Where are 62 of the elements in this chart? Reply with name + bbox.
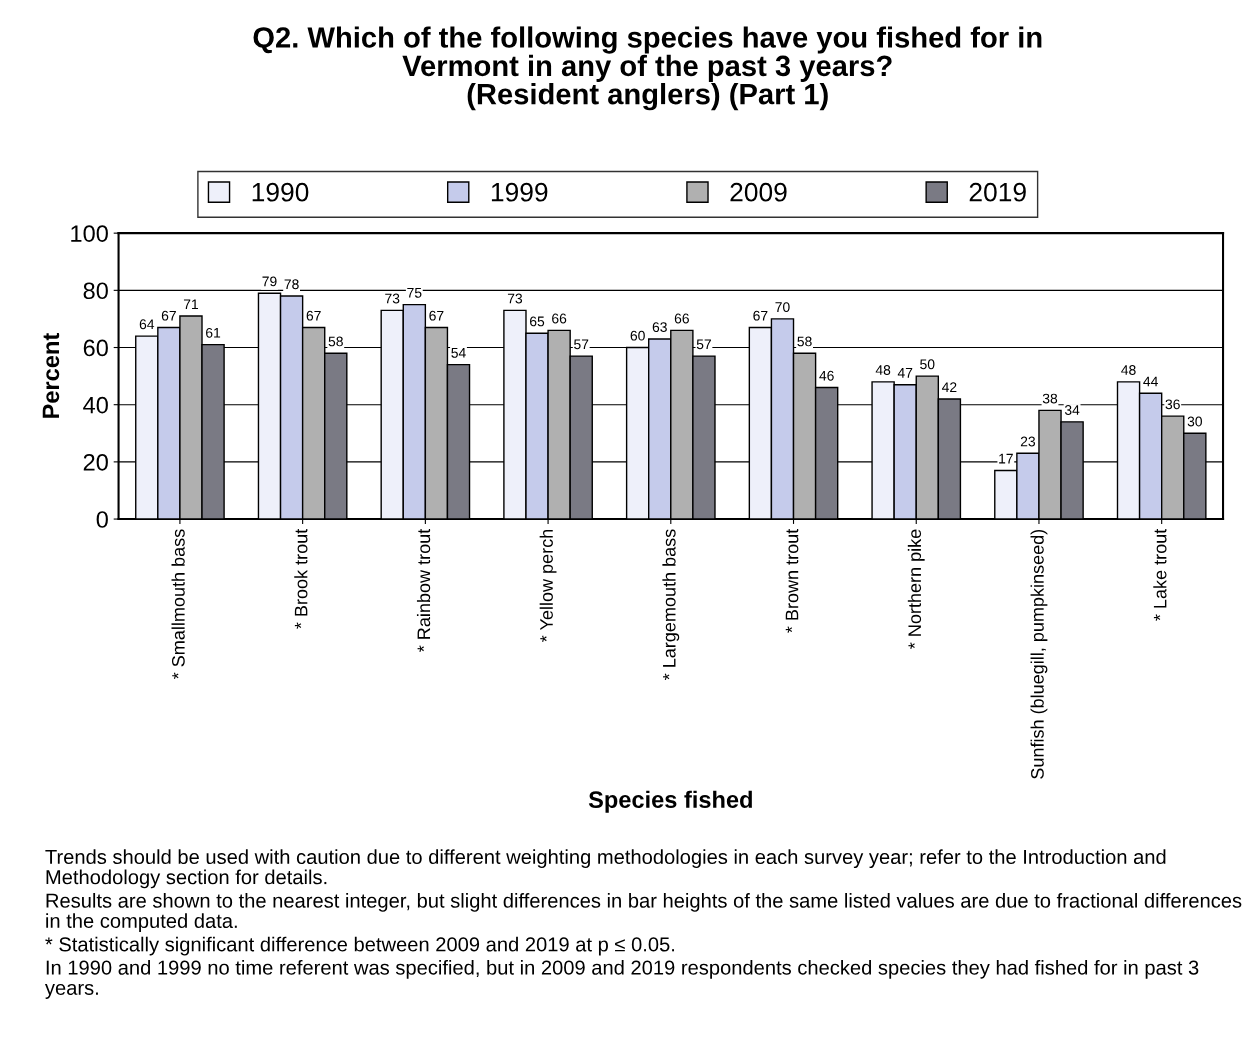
x-tick-label: * Brook trout: [294, 528, 308, 629]
data-label: 34: [1064, 405, 1080, 415]
data-label: 57: [574, 339, 589, 350]
x-axis-title: Species fished: [588, 790, 752, 813]
x-tick-label: * Lake trout: [1153, 528, 1167, 621]
data-label: 54: [451, 348, 466, 358]
text: In 1990 and 1999 no time referent was specified, but in 2009 and 2019 respondents checked species they had fished for in past 3 years.: [44, 959, 1199, 999]
data-label: 61: [206, 327, 221, 338]
legend-label: 2009: [730, 182, 787, 202]
text: * Statistically significant difference between 2009 and 2019 at p ≤ 0.05.: [45, 936, 675, 956]
data-label: 50: [920, 359, 935, 370]
y-tick-label: 20: [83, 453, 108, 471]
legend-label: 2019: [969, 182, 1026, 202]
data-label: 23: [1020, 436, 1036, 447]
data-label: 48: [875, 365, 891, 375]
data-label: 30: [1187, 416, 1202, 427]
data-label: 58: [328, 336, 343, 347]
data-label: 48: [1121, 365, 1136, 375]
data-label: 60: [630, 330, 645, 341]
text: Trends should be used with caution due to different weighting methodologies in each survey year; refer to the Introduction and Methodology section for details.: [45, 849, 1166, 889]
data-label: 79: [262, 276, 277, 287]
y-axis-title: Percent: [42, 333, 60, 418]
data-label: 67: [753, 310, 768, 321]
y-tick-label: 40: [83, 396, 108, 414]
data-label: 70: [775, 302, 790, 313]
chart-title: Q2. Which of the following species have you fished for in Vermont in any of the past 3 years? (Resident anglers) (Part 1): [253, 26, 1042, 111]
data-label: 63: [652, 322, 667, 333]
x-tick-label: * Smallmouth bass: [171, 529, 185, 680]
x-tick-label: * Largemouth bass: [662, 529, 680, 681]
x-tick-label: * Yellow perch: [539, 529, 557, 642]
legend-label: 1990: [252, 182, 309, 202]
data-label: 44: [1143, 376, 1158, 387]
data-label: 66: [674, 313, 689, 324]
text: Results are shown to the nearest integer, but slight differences in bar heights of the same listed values are due to fractional differences in the computed data.: [46, 892, 1242, 932]
x-tick-label: * Brown trout: [785, 528, 799, 633]
data-label: 78: [284, 279, 299, 290]
data-label: 67: [161, 310, 176, 321]
data-label: 46: [819, 370, 834, 381]
data-label: 58: [797, 336, 812, 347]
x-tick-label: * Rainbow trout: [416, 528, 431, 652]
y-tick-label: 60: [83, 339, 108, 357]
data-label: 67: [429, 310, 444, 321]
y-tick-label: 100: [71, 225, 108, 242]
data-label: 36: [1165, 399, 1180, 410]
data-label: 71: [183, 299, 199, 310]
x-tick-label: Sunfish (bluegill, pumpkinseed): [1030, 529, 1048, 779]
data-label: 42: [941, 382, 957, 392]
data-label: 17: [999, 453, 1013, 464]
data-label: 64: [139, 319, 155, 330]
data-label: 57: [696, 339, 711, 350]
data-label: 75: [407, 288, 422, 298]
data-label: 73: [385, 293, 400, 304]
x-tick-label: * Northern pike: [907, 529, 925, 649]
data-label: 65: [530, 316, 545, 327]
y-tick-label: 80: [83, 282, 108, 300]
data-label: 47: [897, 368, 913, 378]
data-label: 66: [552, 313, 567, 324]
data-label: 38: [1042, 393, 1058, 404]
y-tick-label: 0: [96, 511, 108, 528]
data-label: 67: [306, 310, 321, 321]
legend-label: 1999: [491, 182, 548, 202]
data-label: 73: [507, 293, 523, 304]
